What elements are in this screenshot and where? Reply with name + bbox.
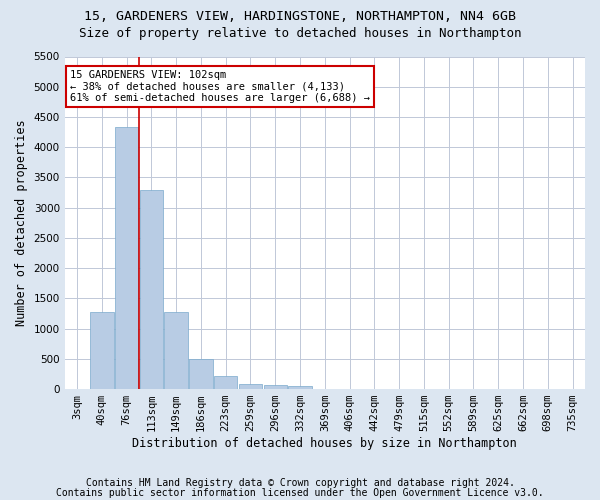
Bar (263, 385, 287, 389)
Bar (140, 190, 163, 389)
Bar (189, 360, 213, 389)
Bar (239, 384, 262, 389)
Text: Contains HM Land Registry data © Crown copyright and database right 2024.: Contains HM Land Registry data © Crown c… (86, 478, 514, 488)
X-axis label: Distribution of detached houses by size in Northampton: Distribution of detached houses by size … (133, 437, 517, 450)
Text: 15 GARDENERS VIEW: 102sqm
← 38% of detached houses are smaller (4,133)
61% of se: 15 GARDENERS VIEW: 102sqm ← 38% of detac… (70, 70, 370, 103)
Bar (164, 312, 188, 389)
Bar (288, 386, 312, 389)
Bar (214, 376, 238, 389)
Bar (90, 312, 113, 389)
Text: 15, GARDENERS VIEW, HARDINGSTONE, NORTHAMPTON, NN4 6GB: 15, GARDENERS VIEW, HARDINGSTONE, NORTHA… (84, 10, 516, 23)
Text: Contains public sector information licensed under the Open Government Licence v3: Contains public sector information licen… (56, 488, 544, 498)
Bar (115, 127, 139, 389)
Y-axis label: Number of detached properties: Number of detached properties (15, 120, 28, 326)
Text: Size of property relative to detached houses in Northampton: Size of property relative to detached ho… (79, 28, 521, 40)
